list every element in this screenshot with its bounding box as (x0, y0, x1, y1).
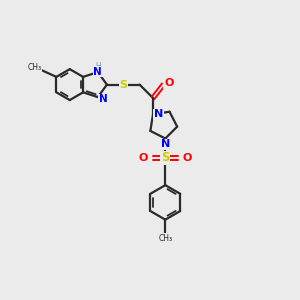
Text: CH₃: CH₃ (28, 64, 42, 73)
Text: O: O (183, 153, 192, 163)
Text: S: S (161, 151, 170, 164)
Text: N: N (154, 109, 163, 119)
Text: N: N (94, 67, 102, 76)
Text: O: O (164, 78, 173, 88)
Text: N: N (99, 94, 108, 104)
Text: H: H (96, 62, 101, 71)
Text: N: N (161, 140, 170, 149)
Text: O: O (138, 153, 148, 163)
Text: CH₃: CH₃ (158, 234, 172, 243)
Text: S: S (119, 80, 127, 90)
